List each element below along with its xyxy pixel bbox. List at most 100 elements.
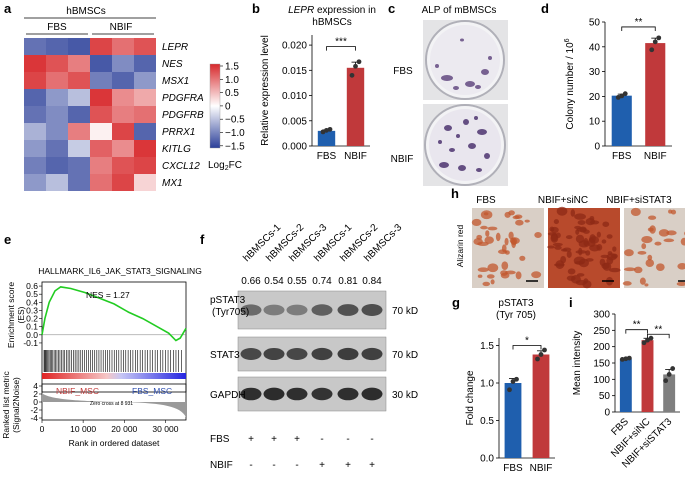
data-point: [645, 337, 650, 343]
blot-band: [286, 387, 308, 401]
fbs-sign: +: [271, 434, 277, 445]
alizarin-nodule: [476, 234, 483, 240]
rank-x-tick-label: 30 000: [152, 424, 178, 434]
alizarin-nodule: [515, 271, 522, 280]
heatmap-gene-label: KITLG: [162, 144, 191, 155]
alizarin-nodule: [553, 219, 559, 225]
colorbar-tick-label: 0.5: [225, 88, 239, 99]
heatmap-cell: [68, 72, 90, 89]
heatmap-cell: [90, 106, 112, 123]
rank-tick-label: 0: [33, 397, 38, 407]
blot-band: [361, 387, 383, 401]
x-tick-label: FBS: [317, 151, 337, 162]
heatmap-cell: [90, 89, 112, 106]
nbif-sign: -: [272, 460, 275, 471]
heatmap-cell: [46, 123, 68, 140]
gsea-frame: [41, 281, 187, 393]
y-tick-label: 10: [589, 117, 601, 128]
alizarin-nodule: [676, 281, 685, 286]
heatmap-cell: [112, 72, 134, 89]
alizarin-nodule: [570, 209, 576, 217]
alizarin-col-sistat3: NBIF+siSTAT3: [606, 195, 672, 206]
alizarin-nodule: [515, 219, 524, 226]
bar: [346, 67, 365, 146]
heatmap-cell: [46, 157, 68, 174]
alizarin-nodule: [658, 229, 670, 237]
blot-band: [286, 347, 308, 361]
alizarin-nodule: [611, 253, 618, 259]
alizarin-nodule: [562, 247, 572, 252]
heatmap-cell: [134, 123, 156, 140]
heatmap-cell: [46, 72, 68, 89]
panel-g-title: pSTAT3: [498, 298, 534, 309]
heatmap-cell: [134, 106, 156, 123]
alizarin-nodule: [578, 240, 590, 248]
lane-quant-value: 0.55: [287, 276, 307, 287]
alizarin-nodule: [585, 250, 591, 256]
gsea-gene-set: HALLMARK_IL6_JAK_STAT3_SIGNALING: [38, 266, 202, 276]
colorbar-tick-label: −1.5: [225, 141, 245, 152]
fbs-sign: +: [294, 434, 300, 445]
bar: [317, 130, 336, 146]
alizarin-nodule: [554, 245, 562, 250]
alizarin-images: [471, 206, 685, 289]
fbs-sign: -: [320, 434, 323, 445]
es-tick-label: 0.0: [26, 330, 38, 340]
heatmap-gene-labels: LEPR NES MSX1 PDGFRA PDGFRB PRRX1 KITLG CXCL12 M…: [162, 42, 204, 189]
panel-h-label: h: [451, 186, 459, 201]
heatmap-cell: [112, 106, 134, 123]
alizarin-nodule: [600, 254, 609, 259]
alizarin-nodule: [641, 236, 653, 244]
colorbar-ticks: 1.5 1.0 0.5 0 −0.5 −1.0 −1.5: [220, 62, 245, 152]
y-tick-label: 100: [593, 375, 610, 386]
alp-row-fbs: FBS: [393, 66, 413, 77]
alizarin-nodule: [486, 274, 495, 279]
y-tick-label: 0.015: [282, 66, 307, 77]
blot-band: [263, 304, 285, 316]
alizarin-nodule: [497, 249, 508, 255]
alizarin-nodule: [512, 215, 520, 220]
alizarin-nodule: [680, 237, 685, 246]
gsea-es-label: Enrichment score: [6, 282, 16, 348]
gsea-es-label2: (ES): [16, 306, 26, 323]
y-axis-label: Fold change: [465, 370, 476, 425]
alizarin-nodule: [574, 261, 585, 265]
y-tick-label: 200: [593, 342, 610, 353]
data-point: [626, 355, 632, 361]
alizarin-nodule: [495, 232, 501, 242]
alizarin-nodule: [677, 263, 685, 270]
heatmap-cell: [134, 140, 156, 157]
blot-band: [263, 387, 285, 401]
significance-marker: **: [635, 17, 643, 28]
heatmap-cell: [134, 55, 156, 72]
bar: [663, 374, 676, 412]
data-point: [648, 335, 654, 341]
alizarin-nodule: [473, 238, 483, 245]
y-tick-label: 1.0: [480, 379, 494, 390]
alizarin-nodule: [511, 239, 517, 249]
panel-b-label: b: [252, 1, 260, 16]
data-point: [649, 47, 655, 53]
significance-marker: **: [633, 320, 641, 331]
heatmap-cell: [134, 89, 156, 106]
alizarin-nodule: [487, 226, 498, 231]
y-tick-label: 0.020: [282, 41, 307, 52]
panel-c-title: ALP of mBMSCs: [422, 5, 497, 16]
colorbar-tick-label: 1.5: [225, 62, 239, 73]
alizarin-nodule: [585, 217, 596, 226]
heatmap-cell: [134, 38, 156, 55]
data-point: [349, 72, 355, 78]
es-tick-label: 0.2: [26, 314, 38, 324]
colorbar-tick-label: −1.0: [225, 128, 245, 139]
heatmap-fbs-label: FBS: [47, 22, 67, 33]
significance-bracket: [647, 333, 670, 339]
y-tick-label: 20: [589, 92, 601, 103]
heatmap-cell: [134, 174, 156, 191]
heatmap-cell: [112, 123, 134, 140]
rank-tick-label: 2: [33, 389, 38, 399]
lane-quant-value: 0.74: [312, 276, 332, 287]
data-point: [622, 91, 628, 97]
blot-size-label: 70 kD: [392, 306, 418, 317]
